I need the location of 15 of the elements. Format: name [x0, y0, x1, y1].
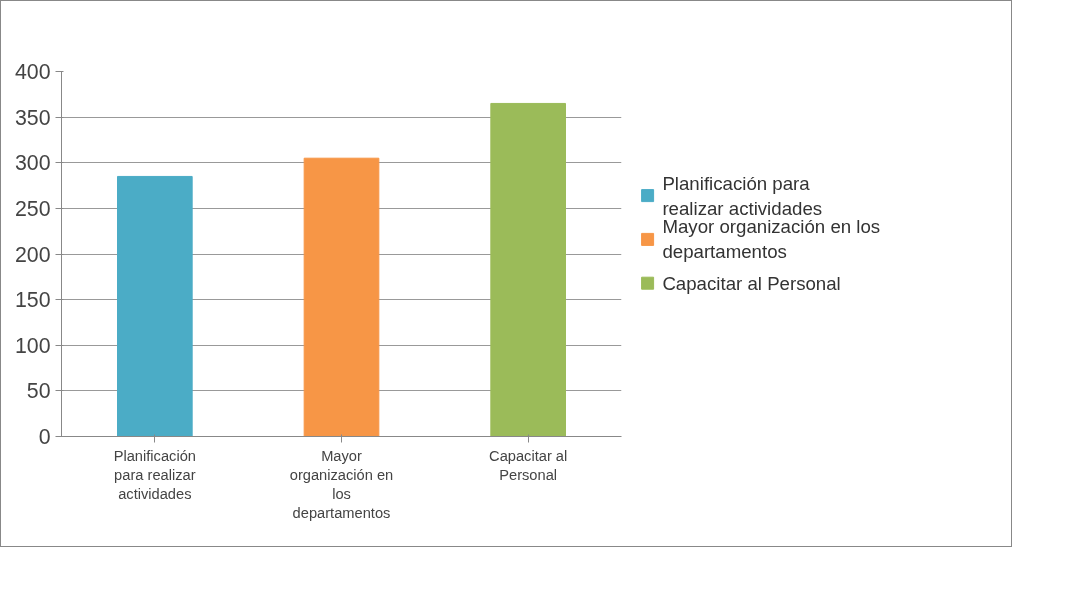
y-tick-label: 100: [14, 333, 51, 358]
y-tick-label: 300: [14, 151, 51, 176]
y-tick-label: 400: [14, 60, 51, 84]
y-tick-label: 150: [14, 288, 51, 313]
y-tick-label: 350: [14, 105, 51, 130]
x-tick-label: Capacitar al Personal: [489, 447, 568, 483]
legend-label: Capacitar al Personal: [662, 272, 841, 294]
x-tick-label: Mayor organización en los departamentos: [289, 447, 394, 522]
y-tick-label: 0: [38, 425, 51, 449]
y-tick-label: 250: [14, 196, 51, 221]
y-tick-label: 50: [26, 379, 51, 404]
legend-label: Mayor organización en los departamentos: [662, 216, 881, 263]
legend-label: Planificación para realizar actividades: [662, 172, 823, 219]
x-tick-label: Planificación para realizar actividades: [113, 447, 196, 502]
y-tick-label: 200: [14, 242, 51, 267]
